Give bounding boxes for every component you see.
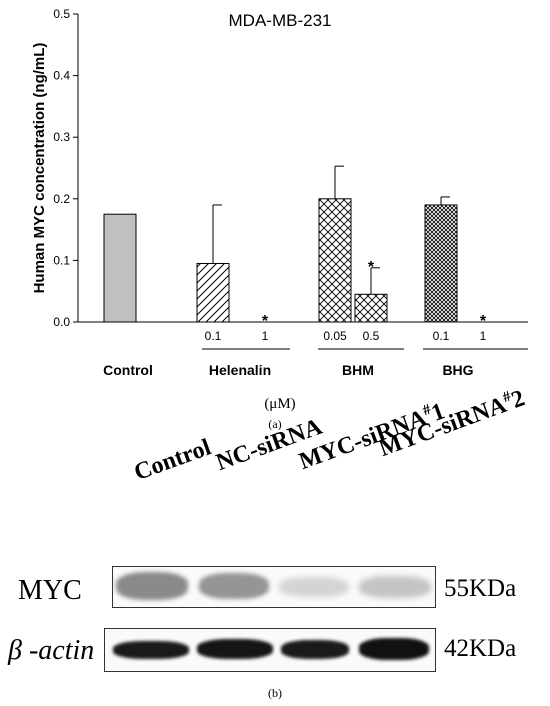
row-label-beta-actin: β -actin: [8, 635, 95, 666]
panel-label-a: (a): [268, 417, 281, 430]
myc-band-lane-3: [279, 577, 349, 597]
lane-label-control: Control: [130, 434, 215, 487]
y-axis-label: Human MYC concentration (ng/mL): [31, 43, 48, 294]
significance-marker: *: [262, 313, 269, 330]
dose-label: 0.5: [363, 329, 380, 343]
actin-band-lane-2: [197, 639, 273, 659]
dose-label: 0.1: [433, 329, 450, 343]
bar-bhg-0-1: [424, 204, 458, 323]
y-tick-label: 0.2: [53, 192, 70, 206]
myc-blot-strip: [112, 566, 436, 608]
myc-size-label: 55KDa: [444, 575, 517, 602]
y-tick-label: 0.5: [53, 7, 70, 21]
group-label-bhm: BHM: [342, 362, 374, 378]
bar-helenalin-0-1: [196, 262, 230, 323]
beta-actin-blot-strip: [104, 628, 436, 672]
significance-marker: *: [368, 259, 375, 276]
bar-control-control: [103, 213, 137, 323]
dose-label: 1: [480, 329, 487, 343]
group-labels: Control Helenalin BHM BHG: [103, 348, 528, 378]
y-tick-label: 0.4: [53, 69, 70, 83]
myc-band-lane-1: [116, 572, 188, 600]
western-blot-panel: Control NC-siRNA MYC-siRNA#1 MYC-siRNA#2…: [0, 385, 550, 706]
group-label-control: Control: [103, 362, 153, 378]
myc-band-lane-2: [199, 573, 269, 599]
group-label-bhg: BHG: [442, 362, 473, 378]
dose-label: 0.05: [323, 329, 347, 343]
significance-marker: *: [480, 313, 487, 330]
panel-label-b: (b): [268, 686, 282, 700]
dose-labels: 0.1 1 0.05 0.5 0.1 1: [205, 329, 487, 343]
myc-band-lane-4: [359, 576, 431, 598]
chart-title: MDA-MB-231: [229, 11, 332, 30]
group-label-helenalin: Helenalin: [209, 362, 271, 378]
y-tick-label: 0.3: [53, 130, 70, 144]
dose-label: 0.1: [205, 329, 222, 343]
y-tick-label: 0.0: [53, 315, 70, 329]
bar-chart: MDA-MB-231 Human MYC concentration (ng/m…: [31, 7, 528, 430]
actin-band-lane-1: [113, 641, 189, 659]
actin-size-label: 42KDa: [444, 635, 517, 662]
row-label-myc: MYC: [18, 575, 82, 606]
bars: * * *: [103, 165, 487, 330]
x-axis-unit-label: (μM): [264, 396, 295, 412]
dose-label: 1: [262, 329, 269, 343]
actin-band-lane-3: [281, 640, 349, 659]
bar-bhm-0-05: [318, 198, 352, 323]
bar-bhm-0-5: [354, 293, 388, 323]
y-tick-label: 0.1: [53, 253, 70, 267]
actin-band-lane-4: [359, 638, 429, 660]
